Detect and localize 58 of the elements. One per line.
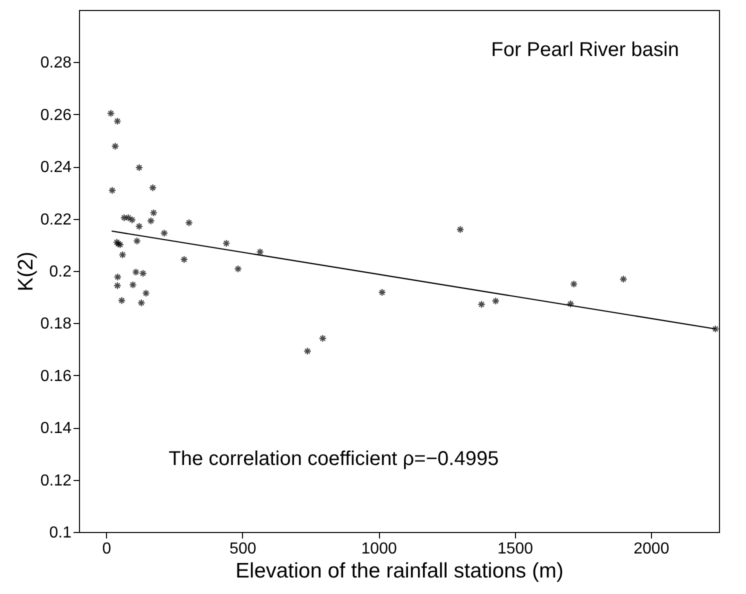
annotation: The correlation coefficient ρ=−0.4995 <box>168 448 499 470</box>
point <box>185 218 193 227</box>
point <box>256 248 264 256</box>
point <box>378 288 386 296</box>
point <box>148 184 157 192</box>
x-tick-label: 2000 <box>634 540 670 558</box>
point <box>478 300 486 308</box>
point <box>132 268 140 276</box>
point <box>137 298 146 307</box>
point <box>160 229 168 238</box>
point <box>318 334 327 342</box>
point <box>114 273 122 281</box>
point <box>146 216 155 225</box>
point <box>120 214 128 222</box>
y-tick-label: 0.2 <box>49 264 72 280</box>
point <box>108 186 116 194</box>
point <box>135 164 144 172</box>
point <box>116 240 124 249</box>
y-tick-label: 0.28 <box>40 54 72 72</box>
y-tick-label: 0.1 <box>49 524 72 542</box>
x-tick-label: 0 <box>102 540 112 558</box>
y-tick-label: 0.26 <box>40 106 72 124</box>
point <box>142 289 150 298</box>
point <box>106 109 115 118</box>
point <box>712 324 719 333</box>
y-tick-label: 0.24 <box>40 159 72 176</box>
point <box>128 216 136 224</box>
point <box>150 208 158 217</box>
point <box>180 256 188 264</box>
point <box>111 142 120 150</box>
point <box>128 280 137 289</box>
point <box>124 214 132 222</box>
point <box>139 269 147 278</box>
point <box>133 237 141 245</box>
point <box>118 296 126 304</box>
point <box>222 239 230 248</box>
point <box>456 226 464 234</box>
point <box>135 222 144 230</box>
y-tick-label: 0.18 <box>40 316 72 333</box>
y-tick-label: 0.12 <box>40 472 72 490</box>
y-axis-title: K(2) <box>14 252 38 292</box>
point <box>118 250 127 259</box>
point <box>619 275 628 284</box>
x-tick-label: 1500 <box>497 540 534 558</box>
point <box>304 347 312 356</box>
y-tick-label: 0.14 <box>40 420 72 438</box>
x-axis-title: Elevation of the rainfall stations (m) <box>236 560 564 582</box>
point <box>234 264 242 273</box>
point <box>566 300 575 308</box>
x-tick-label: 1000 <box>361 540 397 558</box>
point <box>113 117 122 126</box>
annotation: For Pearl River basin <box>491 39 679 61</box>
point <box>492 297 500 305</box>
x-tick-label: 500 <box>230 540 256 558</box>
point <box>570 280 578 288</box>
y-tick-label: 0.22 <box>40 211 72 228</box>
point <box>113 282 122 290</box>
y-tick-label: 0.16 <box>40 368 72 385</box>
